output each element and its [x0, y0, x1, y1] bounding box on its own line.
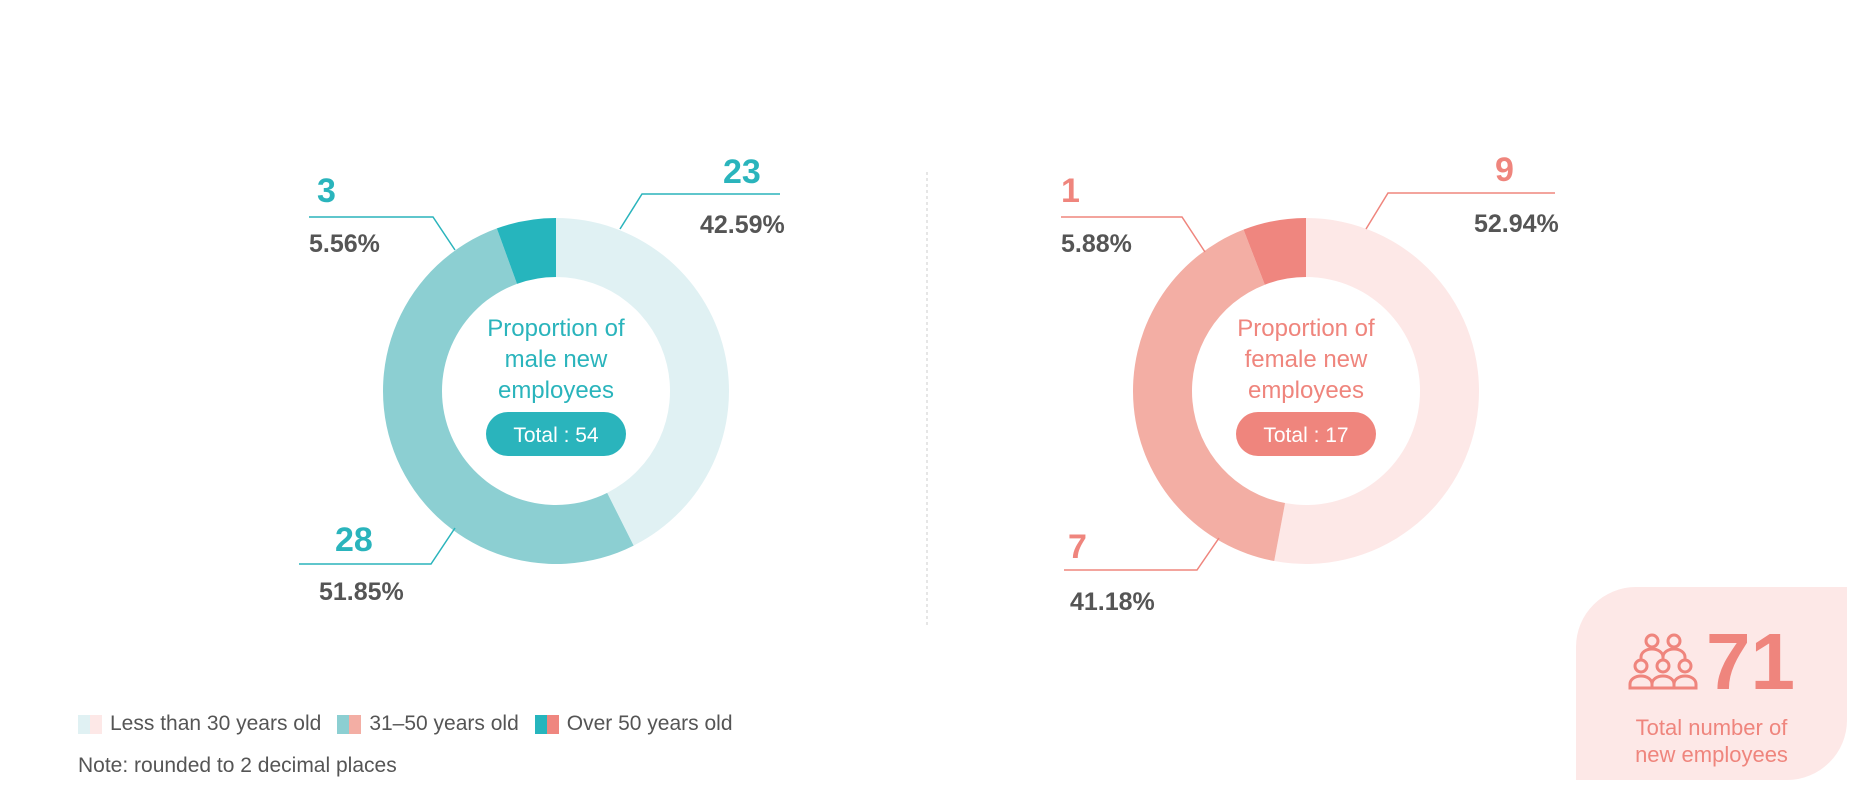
total-pill [1236, 412, 1376, 456]
slice-percent-label: 5.56% [309, 230, 380, 258]
legend-item-31-50: 31–50 years old [337, 712, 519, 736]
legend-swatch [337, 714, 350, 734]
slice-count-label: 1 [1061, 172, 1080, 210]
leader-line [619, 193, 780, 230]
legend-item-under-30: Less than 30 years old [78, 712, 321, 736]
center-title-line: Proportion of [1237, 315, 1375, 342]
slice-percent-label: 52.94% [1474, 210, 1559, 238]
legend-swatch [534, 714, 547, 734]
leader-line [309, 216, 456, 251]
slice-count-label: 7 [1068, 528, 1087, 566]
donut-slice [1132, 229, 1286, 562]
slice-percent-label: 51.85% [319, 578, 404, 606]
donut-slice [556, 218, 730, 546]
center-title-line: employees [1248, 377, 1364, 404]
legend-swatch [90, 714, 102, 734]
total-pill [486, 412, 626, 456]
donut-slice [383, 228, 634, 565]
leader-line [1064, 537, 1220, 571]
center-title-line: male new [505, 346, 608, 373]
center-title-line: employees [498, 377, 614, 404]
total-pill-label: Total : 54 [513, 424, 599, 447]
total-new-employees-card: 71 Total number of new employees [1576, 587, 1847, 780]
slice-count-label: 23 [723, 153, 761, 191]
legend: Less than 30 years old 31–50 years old O… [78, 712, 733, 736]
center-title-line: Proportion of [487, 315, 625, 342]
slice-percent-label: 42.59% [700, 211, 785, 239]
leader-line [299, 527, 456, 565]
people-group-icon [1628, 633, 1698, 690]
donut-slice [496, 218, 556, 284]
leader-line [1061, 216, 1206, 253]
donut-slice [1243, 218, 1306, 285]
legend-swatch [546, 714, 559, 734]
slice-count-label: 9 [1495, 151, 1514, 189]
donut-slice [1274, 218, 1480, 564]
rounding-note: Note: rounded to 2 decimal places [78, 754, 397, 777]
legend-swatch [349, 714, 362, 734]
slice-count-label: 3 [317, 172, 336, 210]
legend-item-over-50: Over 50 years old [534, 712, 733, 736]
center-title-line: female new [1245, 346, 1368, 373]
slice-count-label: 28 [335, 521, 373, 559]
total-label: Total number of new employees [1635, 715, 1788, 767]
total-value: 71 [1706, 617, 1795, 706]
legend-swatch [78, 714, 90, 734]
total-pill-label: Total : 17 [1263, 424, 1348, 447]
slice-percent-label: 5.88% [1061, 230, 1132, 258]
slice-percent-label: 41.18% [1070, 588, 1155, 616]
leader-line [1365, 192, 1555, 230]
